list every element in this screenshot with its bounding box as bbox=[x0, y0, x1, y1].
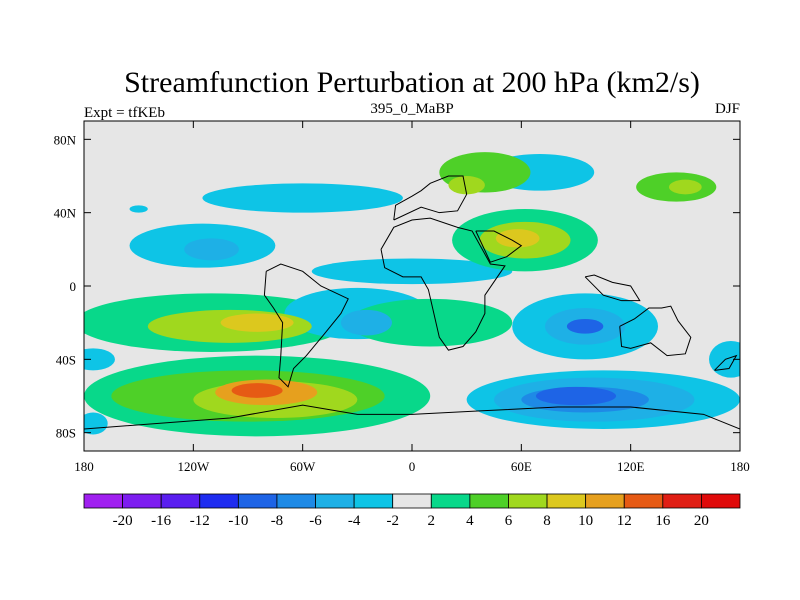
chart-title: Streamfunction Perturbation at 200 hPa (… bbox=[124, 66, 700, 99]
x-tick-label: 0 bbox=[409, 459, 416, 474]
run-label: 395_0_MaBP bbox=[370, 101, 453, 117]
colorbar-swatch bbox=[316, 494, 355, 508]
y-tick-label: 0 bbox=[70, 279, 77, 294]
contour-region bbox=[71, 348, 115, 370]
contour-region bbox=[448, 176, 484, 194]
map-area bbox=[71, 121, 753, 451]
colorbar-swatch bbox=[508, 494, 547, 508]
colorbar-label: -20 bbox=[113, 513, 133, 529]
colorbar-label: 12 bbox=[617, 513, 632, 529]
y-tick-label: 80N bbox=[54, 132, 77, 147]
colorbar-swatch bbox=[84, 494, 123, 508]
experiment-label: Expt = tfKEb bbox=[84, 105, 165, 121]
colorbar-swatch bbox=[547, 494, 586, 508]
y-tick-label: 80S bbox=[56, 426, 76, 441]
x-tick-label: 60W bbox=[290, 459, 316, 474]
colorbar-swatch bbox=[200, 494, 239, 508]
contour-region bbox=[184, 238, 239, 260]
colorbar-label: 16 bbox=[655, 513, 671, 529]
contour-region bbox=[79, 413, 108, 435]
colorbar-swatch bbox=[624, 494, 663, 508]
contour-region bbox=[130, 205, 148, 212]
colorbar-label: 4 bbox=[466, 513, 474, 529]
colorbar-swatch bbox=[277, 494, 316, 508]
colorbar-swatch bbox=[431, 494, 470, 508]
contour-region bbox=[669, 180, 702, 195]
contour-region bbox=[341, 310, 392, 336]
contour-region bbox=[709, 341, 753, 378]
colorbar-label: 20 bbox=[694, 513, 709, 529]
colorbar-label: -2 bbox=[386, 513, 399, 529]
x-tick-label: 180 bbox=[74, 459, 94, 474]
colorbar-swatch bbox=[701, 494, 740, 508]
colorbar-swatch bbox=[663, 494, 702, 508]
contour-region bbox=[232, 383, 283, 398]
colorbar: -20 -16 -12 -10 -8 -6 -4 -2 2 4 6 8 10 12 16 20 bbox=[84, 494, 740, 529]
colorbar-label: -10 bbox=[228, 513, 248, 529]
colorbar-label: -8 bbox=[271, 513, 284, 529]
streamfunction-chart: Streamfunction Perturbation at 200 hPa (… bbox=[0, 0, 800, 600]
x-tick-label: 120W bbox=[177, 459, 210, 474]
colorbar-label: 2 bbox=[428, 513, 436, 529]
colorbar-label: -12 bbox=[190, 513, 210, 529]
x-tick-label: 120E bbox=[617, 459, 645, 474]
colorbar-swatch bbox=[586, 494, 625, 508]
x-tick-label: 60E bbox=[511, 459, 532, 474]
colorbar-swatch bbox=[470, 494, 509, 508]
colorbar-label: -4 bbox=[348, 513, 361, 529]
colorbar-swatch bbox=[161, 494, 200, 508]
contour-region bbox=[536, 387, 616, 405]
colorbar-label: -16 bbox=[151, 513, 171, 529]
colorbar-label: 8 bbox=[543, 513, 551, 529]
colorbar-swatch bbox=[123, 494, 162, 508]
colorbar-swatch bbox=[393, 494, 432, 508]
colorbar-swatch bbox=[354, 494, 393, 508]
contour-region bbox=[567, 319, 603, 334]
colorbar-label: 10 bbox=[578, 513, 593, 529]
contour-region bbox=[202, 183, 402, 212]
season-label: DJF bbox=[715, 101, 740, 117]
colorbar-swatch bbox=[238, 494, 277, 508]
colorbar-label: -6 bbox=[309, 513, 322, 529]
colorbar-label: 6 bbox=[505, 513, 513, 529]
contour-region bbox=[496, 229, 540, 247]
x-tick-label: 180 bbox=[730, 459, 750, 474]
y-tick-label: 40S bbox=[56, 352, 76, 367]
y-tick-label: 40N bbox=[54, 206, 77, 221]
